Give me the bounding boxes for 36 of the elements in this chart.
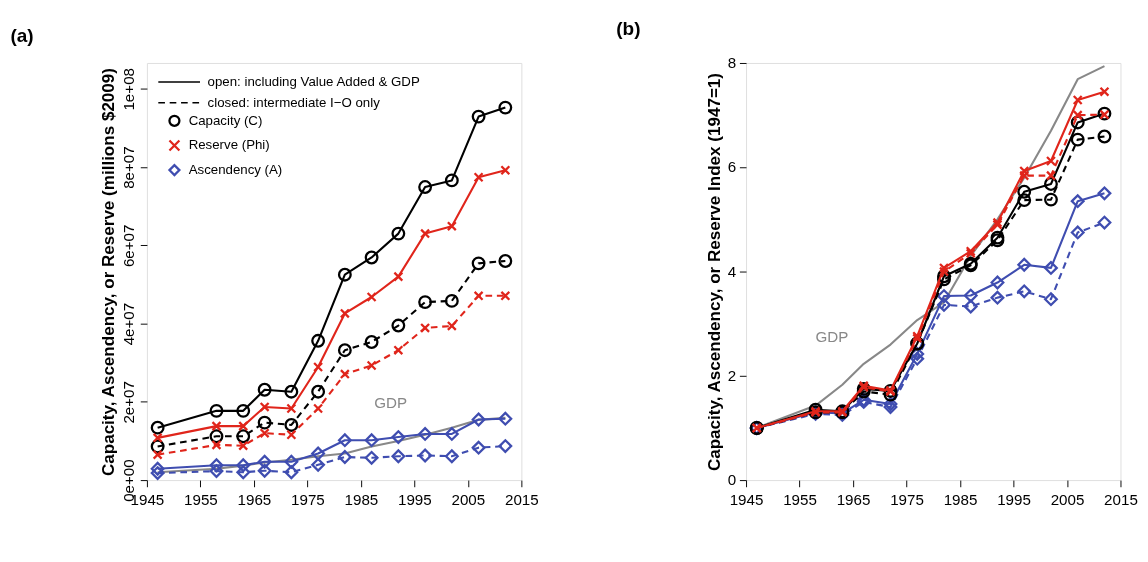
y-tick-label: 1e+08 (120, 68, 138, 111)
x-tick-label: 1995 (997, 491, 1031, 509)
x-tick-label: 1945 (729, 491, 764, 509)
x-tick-label: 1975 (890, 491, 924, 509)
x-tick-label: 2015 (1104, 491, 1138, 509)
x-tick-label: 1955 (184, 491, 218, 509)
x-tick-label: 1965 (237, 491, 272, 509)
y-tick-label: 0 (727, 471, 737, 489)
y-tick-label: 4 (727, 262, 737, 280)
x-tick-label: 2005 (1050, 491, 1085, 509)
y-axis-title: Capacity, Ascendency, or Reserve Index (1947=1) (705, 72, 725, 472)
x-tick-label: 1995 (398, 491, 432, 509)
chart-title: (a) (10, 25, 34, 47)
legend-label: Ascendency (A) (188, 161, 283, 177)
legend-label: Reserve (Phi) (188, 137, 270, 153)
y-tick-label: 8e+07 (120, 146, 138, 189)
y-tick-label: 2 (727, 367, 737, 385)
annotation: open: including Value Added & GDP (207, 73, 420, 89)
y-tick-label: 8 (727, 54, 737, 72)
x-tick-label: 2015 (505, 491, 539, 509)
x-tick-label: 1985 (943, 491, 978, 509)
annotation: closed: intermediate I−O only (207, 94, 381, 110)
y-tick-label: 6 (727, 158, 737, 176)
y-tick-label: 6e+07 (120, 224, 138, 268)
annotation: GDP (374, 394, 408, 412)
chart-title: (b) (616, 17, 641, 39)
x-tick-label: 1975 (291, 491, 325, 509)
x-tick-label: 1965 (836, 491, 871, 509)
y-tick-label: 2e+07 (120, 381, 138, 424)
annotation: GDP (815, 328, 849, 346)
legend-label: Capacity (C) (188, 112, 263, 128)
y-tick-label: 4e+07 (120, 302, 138, 346)
y-axis-title: Capacity, Ascendency, or Reserve (millions $2009) (99, 68, 119, 477)
x-tick-label: 1955 (783, 491, 817, 509)
x-tick-label: 2005 (451, 491, 486, 509)
x-tick-label: 1985 (344, 491, 379, 509)
